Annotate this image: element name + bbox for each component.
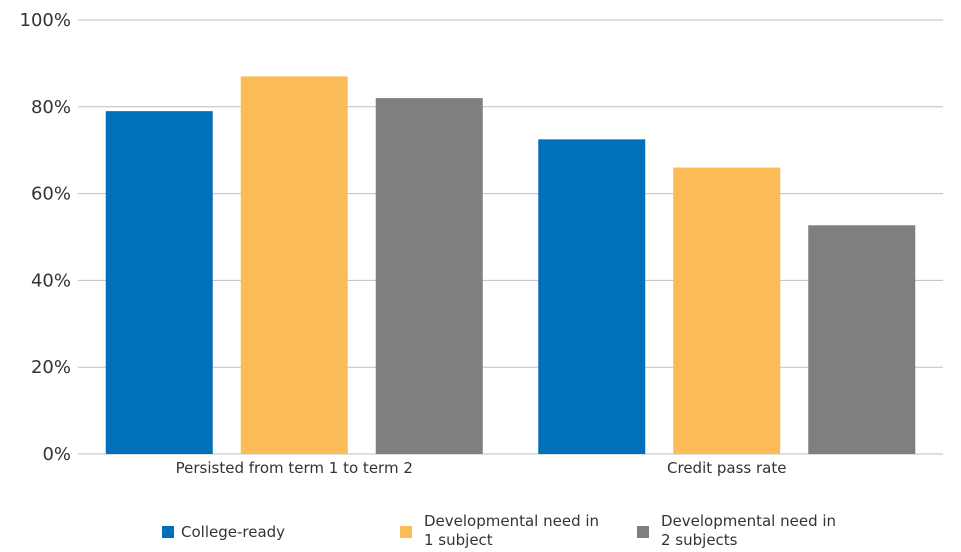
legend-label: 1 subject [424,531,493,549]
legend-label: College-ready [181,523,285,541]
category-labels: Persisted from term 1 to term 2 Credit pa… [176,459,787,477]
y-tick-label: 60% [31,184,71,205]
legend-label: Developmental need in [424,512,599,530]
legend-label: Developmental need in [661,512,836,530]
legend-swatch [162,526,174,538]
y-tick-label: 0% [42,444,71,465]
bar [105,111,213,454]
bar [375,98,483,455]
y-tick-label: 100% [20,10,71,31]
y-tick-label: 20% [31,357,71,378]
legend-label: 2 subjects [661,531,738,549]
x-category-label: Credit pass rate [667,459,786,477]
x-category-label: Persisted from term 1 to term 2 [176,459,413,477]
y-axis-ticks: 0% 20% 40% 60% 80% 100% [20,10,71,465]
y-tick-label: 40% [31,270,71,291]
bar [240,76,348,455]
gridlines [78,19,943,455]
y-tick-label: 80% [31,97,71,118]
bar [808,225,916,454]
bars [105,76,916,455]
bar [673,167,781,454]
legend-swatch [400,526,412,538]
bar [538,139,646,454]
legend-swatch [637,526,649,538]
